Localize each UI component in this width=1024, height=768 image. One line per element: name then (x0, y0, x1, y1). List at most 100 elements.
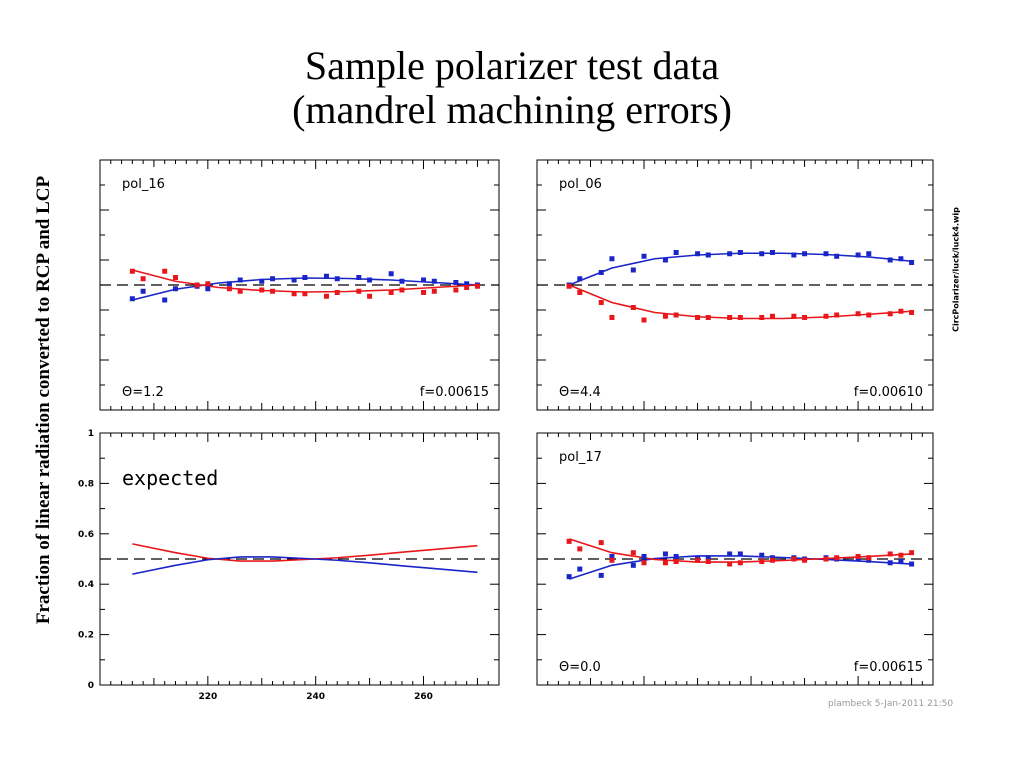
data-point-lcp (464, 281, 470, 287)
data-point-lcp (641, 253, 647, 259)
data-point-rcp (453, 287, 459, 293)
data-point-lcp (237, 277, 243, 283)
data-point-rcp (855, 311, 861, 317)
data-point-lcp (609, 256, 615, 262)
data-point-rcp (791, 313, 797, 319)
data-point-lcp (259, 278, 265, 284)
data-point-lcp (641, 553, 647, 559)
data-point-lcp (630, 562, 636, 568)
x-tick-label: 220 (198, 692, 217, 702)
data-point-rcp (866, 312, 872, 318)
data-point-rcp (855, 553, 861, 559)
data-point-rcp (577, 546, 583, 552)
data-point-lcp (129, 296, 135, 302)
data-point-lcp (598, 572, 604, 578)
data-point-lcp (673, 250, 679, 255)
data-point-rcp (323, 293, 329, 299)
data-point-lcp (662, 551, 668, 557)
data-point-rcp (727, 561, 733, 567)
data-point-rcp (577, 290, 583, 295)
data-point-rcp (705, 559, 711, 565)
data-point-lcp (453, 280, 459, 285)
panel-expected: expected 0 0.2 0.4 0.6 0.8 1 220 240 260 (78, 429, 500, 702)
data-point-lcp (673, 553, 679, 559)
data-point-lcp (855, 556, 861, 562)
y-tick-label: 0.2 (78, 631, 94, 641)
f-label: f=0.00615 (420, 385, 489, 400)
series-line-rcp (132, 543, 478, 562)
data-point-rcp (421, 290, 427, 295)
data-point-lcp (737, 551, 743, 557)
data-point-rcp (226, 286, 232, 292)
data-point-lcp (769, 555, 775, 561)
data-point-lcp (172, 286, 178, 292)
data-point-rcp (205, 281, 211, 287)
title-line-2: (mandrel machining errors) (292, 87, 732, 132)
data-point-rcp (609, 315, 615, 320)
data-point-rcp (270, 288, 276, 294)
data-point-rcp (759, 315, 765, 320)
data-point-rcp (237, 288, 243, 294)
data-point-rcp (630, 550, 636, 556)
data-point-lcp (323, 273, 329, 279)
data-point-rcp (641, 560, 647, 566)
data-point-rcp (909, 310, 915, 315)
data-point-lcp (898, 559, 904, 565)
data-point-rcp (769, 313, 775, 319)
data-point-rcp (898, 552, 904, 558)
panel-label: pol_16 (122, 177, 165, 192)
data-point-lcp (727, 251, 733, 257)
data-point-lcp (705, 555, 711, 561)
data-point-lcp (887, 257, 893, 263)
title-line-1: Sample polarizer test data (304, 43, 720, 88)
data-point-lcp (791, 252, 797, 258)
data-point-rcp (662, 560, 668, 566)
series-line-lcp (132, 556, 478, 575)
data-point-lcp (727, 551, 733, 557)
f-label: f=0.00610 (854, 385, 923, 400)
data-point-lcp (759, 552, 765, 558)
data-point-lcp (769, 250, 775, 255)
y-tick-label: 0.8 (78, 479, 94, 489)
data-point-rcp (823, 313, 829, 319)
data-point-rcp (759, 559, 765, 565)
panel-pol_17: pol_17 Θ=0.0 f=0.00615 (536, 432, 934, 686)
data-point-rcp (834, 312, 840, 318)
data-point-rcp (431, 288, 437, 294)
data-point-rcp (769, 557, 775, 563)
data-point-rcp (662, 313, 668, 319)
data-point-lcp (737, 250, 743, 255)
data-point-rcp (172, 275, 178, 280)
data-point-lcp (898, 256, 904, 262)
data-point-rcp (566, 538, 572, 544)
panel-pol_06: pol_06 Θ=4.4 f=0.00610 (536, 159, 934, 411)
data-point-rcp (866, 555, 872, 561)
data-point-lcp (577, 566, 583, 572)
data-point-lcp (431, 278, 437, 284)
data-point-lcp (834, 253, 840, 259)
data-point-rcp (129, 268, 135, 274)
data-point-lcp (866, 557, 872, 563)
data-point-rcp (140, 276, 146, 282)
data-point-rcp (162, 268, 168, 274)
data-point-rcp (399, 287, 405, 293)
data-point-rcp (834, 555, 840, 561)
data-point-lcp (421, 277, 427, 283)
data-point-rcp (356, 288, 362, 294)
data-point-rcp (474, 283, 480, 289)
data-point-rcp (727, 315, 733, 320)
data-point-lcp (577, 276, 583, 282)
f-label: f=0.00615 (854, 660, 923, 675)
data-point-lcp (823, 251, 829, 257)
data-point-lcp (909, 260, 915, 265)
data-point-rcp (791, 556, 797, 562)
data-point-lcp (270, 276, 276, 282)
data-point-lcp (866, 251, 872, 257)
data-point-rcp (898, 308, 904, 314)
data-point-rcp (367, 293, 373, 299)
data-point-rcp (641, 317, 647, 323)
panel-label: pol_06 (559, 177, 602, 192)
data-point-rcp (673, 559, 679, 565)
slide-title: Sample polarizer test data (mandrel mach… (0, 44, 1024, 132)
data-point-rcp (823, 556, 829, 562)
